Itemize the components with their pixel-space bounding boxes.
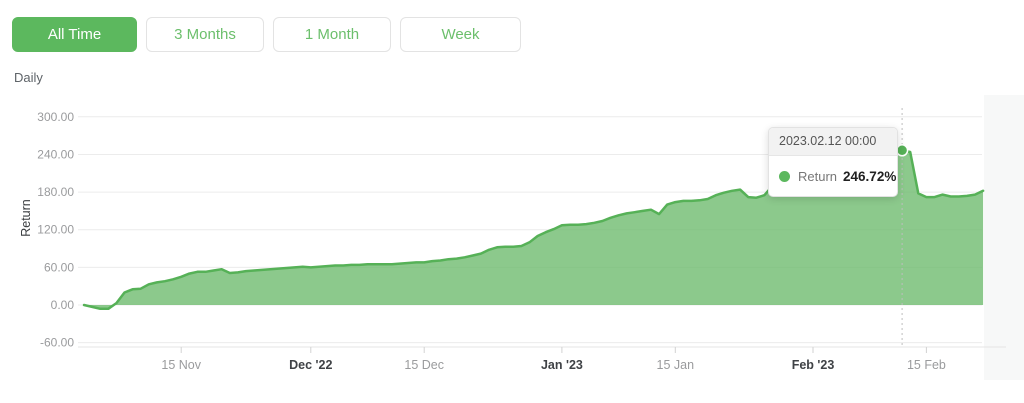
range-button-all-time[interactable]: All Time [12,17,137,52]
y-axis-title: Return [19,199,33,237]
y-axis-tick-label: 180.00 [37,185,74,199]
y-axis-tick-label: 0.00 [51,298,75,312]
return-area-fill [84,150,984,309]
y-axis-tick-label: 120.00 [37,223,74,237]
range-button-week[interactable]: Week [400,17,521,52]
x-axis-tick-label: 15 Nov [161,358,201,372]
x-axis-tick-label: 15 Dec [404,358,444,372]
x-axis-tick-label: 15 Feb [907,358,946,372]
tooltip-date: 2023.02.12 00:00 [769,128,897,156]
range-button-1-month[interactable]: 1 Month [273,17,391,52]
y-axis-tick-label: 300.00 [37,110,74,124]
y-axis-tick-label: 240.00 [37,148,74,162]
tooltip-body: Return 246.72% [769,156,897,196]
x-axis-tick-label: Feb '23 [792,358,835,372]
time-range-toolbar: All Time 3 Months 1 Month Week [12,17,521,52]
x-axis-tick-label: Dec '22 [289,358,332,372]
x-axis-tick-label: 15 Jan [657,358,695,372]
range-button-3-months[interactable]: 3 Months [146,17,264,52]
y-axis-tick-label: -60.00 [40,336,74,350]
frequency-label: Daily [14,70,43,85]
active-point-marker[interactable] [895,144,909,157]
plot-right-gutter [984,95,1024,380]
tooltip-series-label: Return [798,169,838,184]
y-axis-tick-label: 60.00 [44,260,74,274]
chart-tooltip: 2023.02.12 00:00 Return 246.72% [768,127,898,197]
x-axis-tick-label: Jan '23 [541,358,583,372]
tooltip-value: 246.72% [843,169,897,184]
series-color-dot-icon [779,171,790,182]
